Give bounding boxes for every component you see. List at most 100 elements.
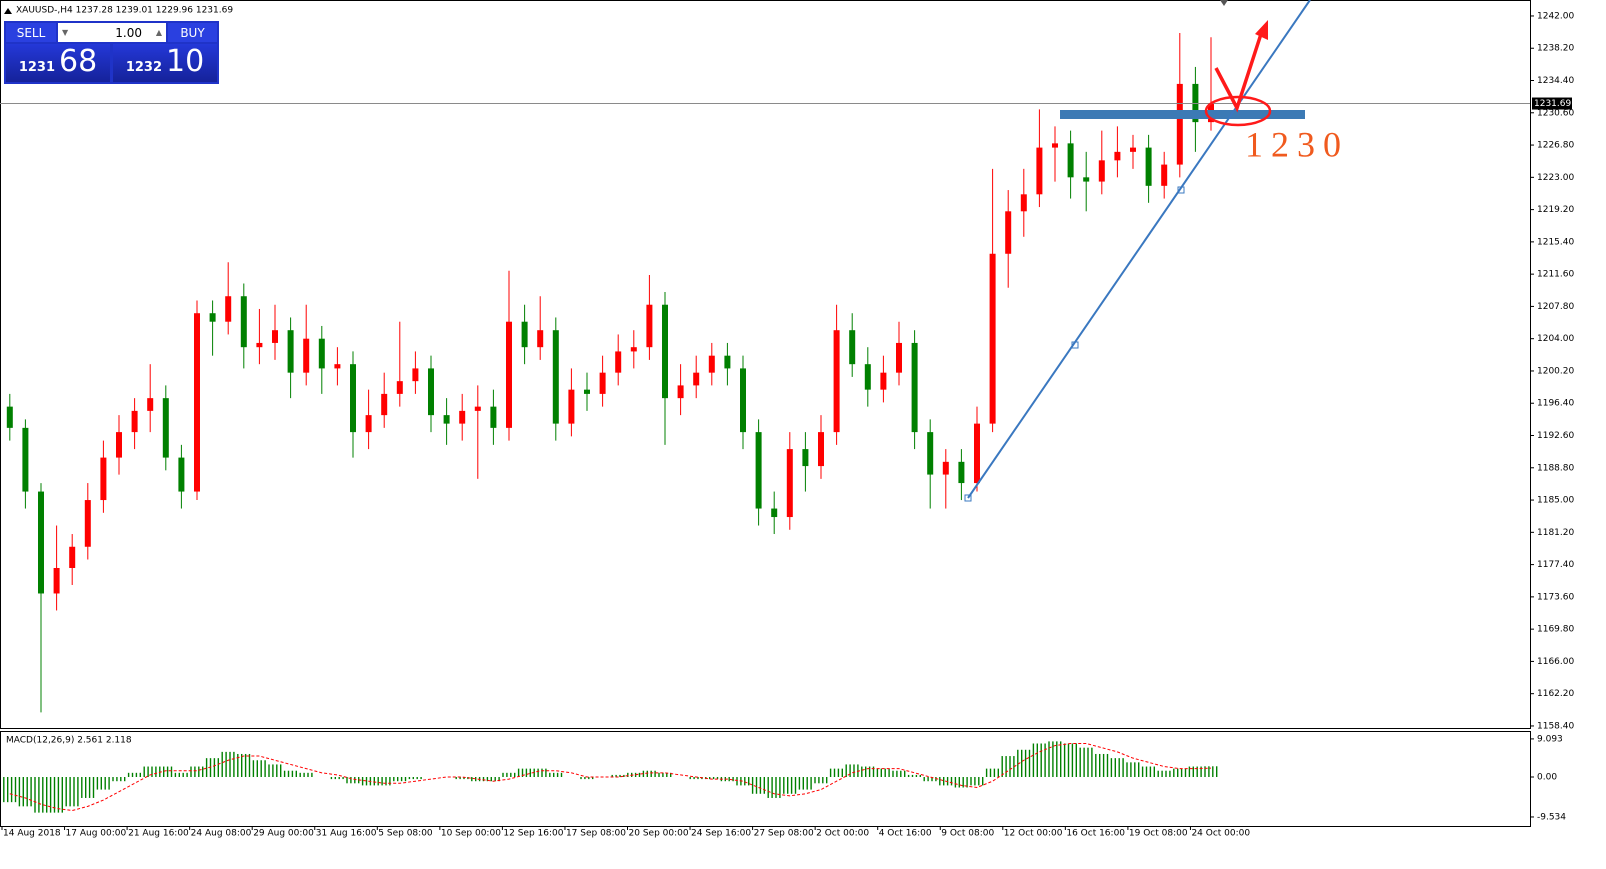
x-tick-label: 31 Aug 16:00 (316, 829, 377, 839)
y-tick-label: 1173.60 (1537, 592, 1574, 602)
candle-body (53, 567, 60, 594)
candle-body (599, 372, 606, 394)
y-tick-label: 1158.40 (1537, 721, 1574, 731)
level-annotation: 1230 (1245, 124, 1349, 164)
buy-button[interactable]: BUY (168, 23, 217, 42)
candle-body (459, 410, 466, 424)
candle-body (1098, 160, 1105, 182)
candle-body (771, 508, 778, 518)
candle-body (178, 457, 185, 492)
y-tick-label: 1177.40 (1537, 560, 1574, 570)
candle-body (303, 338, 310, 373)
marker (1220, 0, 1228, 6)
candle-body (584, 389, 590, 394)
x-tick-label: 24 Sep 16:00 (691, 829, 751, 839)
candle-body (334, 364, 341, 369)
candle-body (396, 381, 403, 394)
candle-body (1067, 143, 1074, 178)
candle-body (958, 461, 965, 484)
candle-body (443, 415, 450, 424)
y-tick-label: 1242.00 (1537, 11, 1574, 21)
candle-body (974, 423, 980, 484)
sell-button[interactable]: SELL (6, 23, 56, 42)
arrow-head (1255, 20, 1268, 40)
candle-body (6, 406, 13, 428)
candle-body (849, 330, 856, 365)
candle-body (942, 461, 949, 475)
candle-body (927, 432, 934, 475)
candle-body (1020, 194, 1027, 212)
candle-body (240, 296, 247, 348)
candle-body (864, 364, 871, 390)
candle-body (116, 432, 122, 458)
candle-body (69, 546, 76, 568)
candle-body (272, 330, 278, 343)
header-icon (4, 8, 12, 14)
x-tick-label: 19 Oct 08:00 (1129, 829, 1188, 839)
y-tick-label: 1238.20 (1537, 44, 1574, 54)
y-tick-label: 1196.40 (1537, 399, 1574, 409)
candle-body (880, 372, 887, 390)
bid-quote[interactable]: 1231 68 (6, 44, 110, 82)
lot-value: 1.00 (115, 25, 142, 40)
candle-body (1176, 83, 1183, 165)
x-tick-label: 4 Oct 16:00 (879, 829, 932, 839)
ask-quote[interactable]: 1232 10 (113, 44, 217, 82)
arrow (1214, 33, 1263, 113)
candle-body (802, 449, 809, 467)
candle-body (818, 432, 824, 467)
candle-body (833, 330, 840, 433)
main-pane-frame (0, 0, 1531, 729)
candle-body (209, 313, 216, 322)
candle-body (615, 351, 622, 373)
candle-body (693, 372, 700, 386)
y-tick-label: 1234.40 (1537, 76, 1574, 86)
candle-body (84, 500, 91, 547)
candle-body (646, 304, 653, 348)
lot-input[interactable]: ▼ 1.00 ▲ (58, 23, 166, 42)
candle-body (1130, 147, 1136, 152)
x-tick-label: 12 Oct 00:00 (1004, 829, 1063, 839)
x-tick-label: 16 Oct 16:00 (1066, 829, 1125, 839)
trendline-handle (1071, 341, 1079, 349)
candle-body (786, 449, 793, 518)
x-tick-label: 2 Oct 00:00 (816, 829, 869, 839)
y-tick-label: 0.00 (1537, 773, 1557, 783)
lot-down[interactable]: ▼ (62, 28, 69, 37)
candle-body (1036, 147, 1043, 195)
candle-body (225, 296, 232, 322)
candle-body (521, 321, 528, 348)
macd-pane-frame (0, 731, 1531, 827)
candle-body (1114, 151, 1121, 161)
lot-up[interactable]: ▲ (155, 28, 162, 37)
candle-body (755, 432, 762, 509)
candle-body (147, 398, 154, 411)
candle-body (630, 347, 637, 352)
symbol-header: XAUUSD-,H4 1237.28 1239.01 1229.96 1231.… (16, 6, 233, 16)
x-tick-label: 14 Aug 2018 (3, 829, 61, 839)
y-tick-label: 1223.00 (1537, 173, 1574, 183)
trendline (967, 0, 1311, 499)
ask-small: 10 (166, 44, 205, 79)
candle-body (1161, 164, 1168, 186)
candle-body (724, 355, 731, 369)
candle-body (490, 406, 497, 428)
candle-body (412, 368, 419, 382)
drawings: 1230 (964, 0, 1349, 502)
y-tick-label: 1181.20 (1537, 528, 1574, 538)
candle-body (100, 457, 107, 501)
y-tick-label: 1207.80 (1537, 302, 1574, 312)
candle-body (22, 427, 29, 492)
last-price-box (1532, 97, 1572, 110)
macd-label: MACD(12,26,9) 2.561 2.118 (6, 736, 132, 746)
y-tick-label: 1215.40 (1537, 237, 1574, 247)
y-tick-label: 1185.00 (1537, 496, 1574, 506)
bid-big: 1231 (18, 60, 55, 75)
candle-body (1005, 211, 1012, 254)
x-tick-label: 27 Sep 08:00 (754, 829, 814, 839)
candle-body (194, 313, 200, 492)
x-tick-label: 10 Sep 00:00 (441, 829, 501, 839)
candle-body (1083, 177, 1090, 182)
ask-big: 1232 (125, 60, 162, 75)
candle-body (162, 398, 169, 458)
